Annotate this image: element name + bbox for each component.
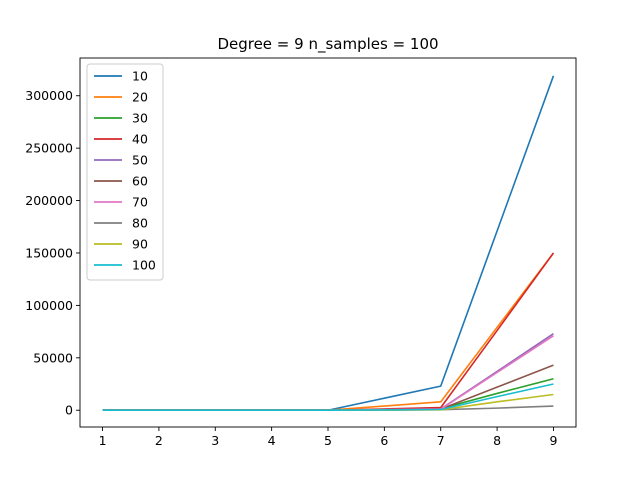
y-tick-label: 0: [65, 403, 73, 418]
series-line-10: [102, 75, 555, 412]
x-tick-label: 4: [268, 433, 276, 448]
x-tick-label: 9: [549, 433, 557, 448]
x-tick-label: 1: [99, 433, 107, 448]
x-tick-label: 7: [437, 433, 445, 448]
y-tick-label: 100000: [25, 298, 73, 313]
series-line-20: [102, 252, 555, 412]
legend-label-10: 10: [132, 69, 148, 84]
legend-label-60: 60: [132, 174, 148, 189]
y-tick-label: 300000: [25, 88, 73, 103]
plot-lines: [102, 75, 555, 412]
series-line-30: [102, 378, 554, 412]
legend-label-70: 70: [132, 195, 148, 210]
x-tick-label: 3: [211, 433, 219, 448]
series-line-40: [102, 252, 555, 412]
legend: 10 20 30 40 50 60 70 80 90 100: [86, 63, 164, 281]
y-tick-label: 50000: [33, 350, 73, 365]
legend-label-30: 30: [132, 111, 148, 126]
x-tick-label: 2: [155, 433, 163, 448]
x-tick-label: 8: [493, 433, 501, 448]
legend-label-40: 40: [132, 132, 148, 147]
x-tick-label: 5: [324, 433, 332, 448]
y-tick-label: 150000: [25, 245, 73, 260]
y-tick-label: 250000: [25, 141, 73, 156]
legend-label-100: 100: [132, 258, 156, 273]
legend-label-20: 20: [132, 90, 148, 105]
legend-label-90: 90: [132, 237, 148, 252]
x-tick-label: 6: [380, 433, 388, 448]
legend-label-50: 50: [132, 153, 148, 168]
legend-label-80: 80: [132, 216, 148, 231]
series-line-100: [102, 383, 554, 412]
chart-title: Degree = 9 n_samples = 100: [217, 35, 438, 54]
axes: 1 2 3 4 5 6 7 8 90500001000001500002000002500003…: [25, 57, 577, 448]
y-tick-label: 200000: [25, 193, 73, 208]
